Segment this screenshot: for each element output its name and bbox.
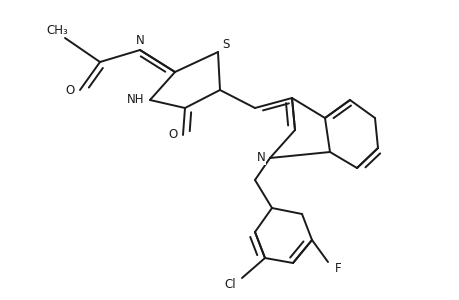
Text: S: S [222, 38, 229, 50]
Text: O: O [65, 83, 74, 97]
Text: Cl: Cl [224, 278, 235, 290]
Text: CH₃: CH₃ [46, 23, 68, 37]
Text: NH: NH [127, 94, 145, 106]
Text: N: N [135, 34, 144, 47]
Text: F: F [334, 262, 341, 275]
Text: O: O [168, 128, 177, 142]
Text: N: N [256, 152, 265, 164]
